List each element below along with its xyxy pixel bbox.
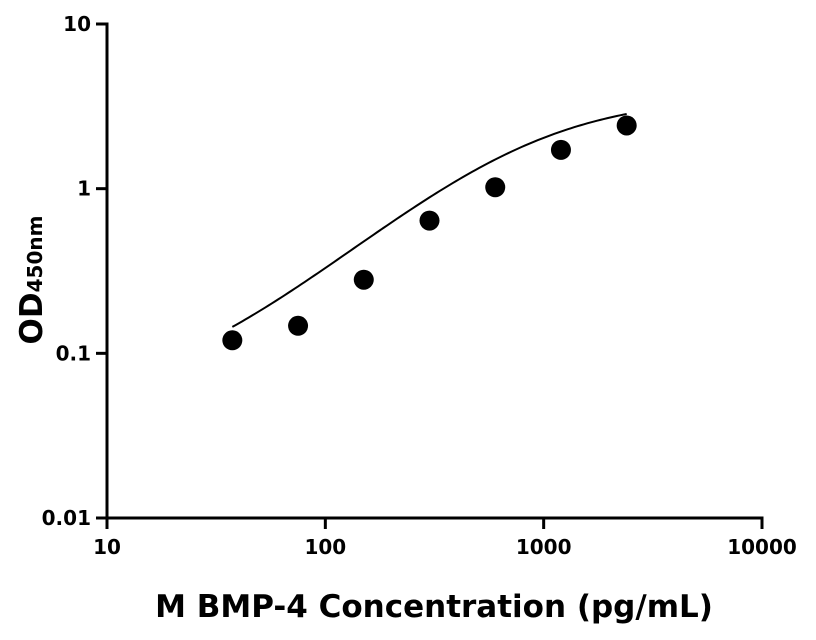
data-point: [485, 177, 506, 198]
y-tick-label: 0.01: [42, 506, 91, 530]
fit-curve-layer: [231, 112, 627, 328]
y-axis-label: OD450nm: [14, 216, 50, 345]
y-tick-label: 0.1: [56, 341, 91, 365]
data-point: [550, 139, 571, 160]
data-point: [222, 330, 243, 351]
data-point: [288, 315, 309, 336]
x-tick-label: 10: [93, 535, 121, 559]
data-point: [616, 115, 637, 136]
x-tick-label: 1000: [516, 535, 572, 559]
y-tick-label: 10: [63, 12, 91, 36]
data-point: [419, 210, 440, 231]
y-tick-label: 1: [77, 177, 91, 201]
y-axis-label-main: OD: [14, 292, 50, 344]
data-points: [222, 115, 637, 351]
x-axis-label: M BMP-4 Concentration (pg/mL): [155, 589, 713, 625]
axes: 10 100 1000 10000 0.01 0.1 1 10: [42, 12, 797, 559]
y-axis-label-subscript: 450nm: [23, 216, 47, 293]
data-point: [353, 269, 374, 290]
x-tick-label: 100: [304, 535, 346, 559]
fit-curve-line: [231, 112, 627, 328]
x-tick-label: 10000: [727, 535, 797, 559]
